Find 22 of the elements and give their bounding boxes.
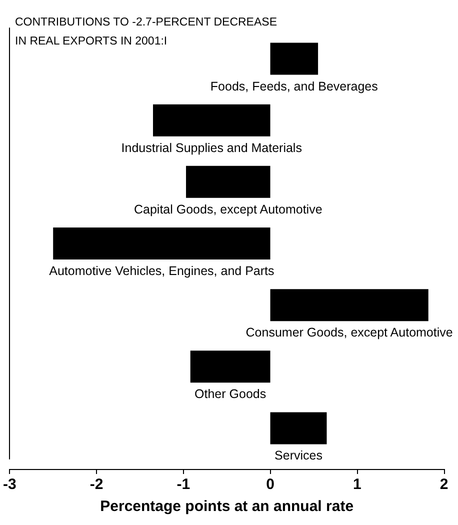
- y-tick-label: Industrial Supplies and Materials: [121, 140, 302, 155]
- y-tick-label: Services: [274, 448, 322, 463]
- x-tick-label: -1: [176, 476, 190, 493]
- bar: [190, 350, 270, 383]
- y-tick-label: Capital Goods, except Automotive: [134, 202, 322, 216]
- x-tick-label: -3: [2, 476, 16, 493]
- x-tick-label: -2: [90, 476, 104, 493]
- x-tick-label: 0: [266, 476, 274, 493]
- y-tick-label: Automotive Vehicles, Engines, and Parts: [49, 264, 274, 278]
- y-tick-label: Consumer Goods, except Automotive: [246, 326, 453, 340]
- bar: [270, 42, 318, 75]
- y-tick-label: Foods, Feeds, and Beverages: [210, 79, 378, 94]
- bar: [153, 104, 270, 136]
- bar: [270, 412, 327, 444]
- bar: [270, 289, 428, 322]
- y-tick-label: Other Goods: [194, 387, 266, 402]
- bar: [186, 166, 270, 198]
- x-tick-label: 2: [440, 476, 448, 493]
- bar: [53, 228, 270, 260]
- chart-title: CONTRIBUTIONS TO -2.7-PERCENT DECREASE IN REAL EXPORTS IN 2001:I: [15, 16, 278, 48]
- x-tick-label: 1: [352, 476, 362, 493]
- x-axis-title: Percentage points at an annual rate: [100, 498, 354, 515]
